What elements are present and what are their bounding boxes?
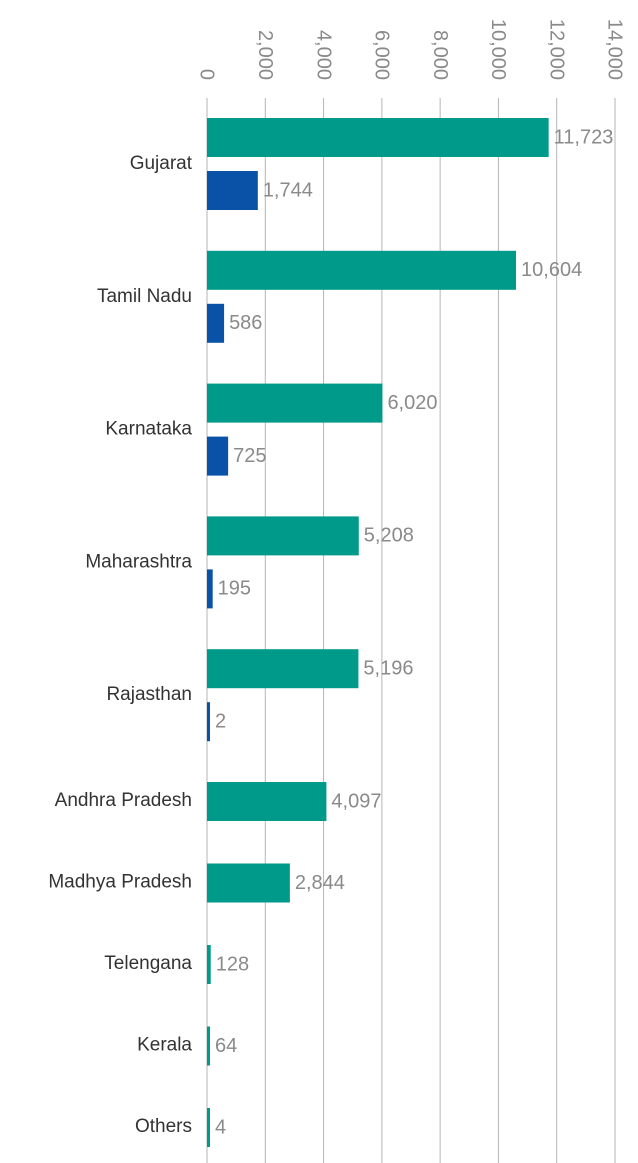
bar (207, 516, 359, 556)
bar (207, 171, 258, 210)
value-label: 586 (229, 312, 262, 334)
value-label: 4 (215, 1116, 226, 1138)
category-label: Madhya Pradesh (48, 872, 192, 893)
bar (207, 863, 290, 903)
x-tick-label: 4,000 (312, 30, 334, 80)
x-tick-label: 0 (196, 69, 218, 80)
category-label: Karnataka (105, 419, 192, 440)
value-label: 2,844 (295, 872, 345, 894)
x-tick-label: 10,000 (487, 19, 509, 80)
bar (207, 702, 210, 742)
category-label: Kerala (137, 1035, 192, 1056)
bar (207, 945, 211, 984)
value-label: 195 (218, 578, 251, 600)
category-label: Tamil Nadu (97, 286, 192, 307)
value-label: 4,097 (331, 790, 381, 812)
value-label: 128 (216, 953, 249, 975)
value-label: 11,723 (554, 126, 614, 148)
category-label: Gujarat (130, 153, 193, 174)
bar (207, 649, 359, 689)
bar (207, 1026, 210, 1066)
value-label: 64 (215, 1035, 237, 1057)
bar (207, 118, 549, 157)
value-label: 5,208 (364, 525, 414, 547)
bar (207, 782, 327, 821)
value-label: 2 (215, 710, 226, 732)
x-tick-label: 8,000 (429, 30, 451, 80)
x-tick-label: 6,000 (371, 30, 393, 80)
bar (207, 303, 225, 343)
bar (207, 383, 383, 423)
category-label: Telengana (104, 953, 192, 974)
value-label: 725 (233, 445, 266, 467)
x-tick-label: 12,000 (545, 19, 567, 80)
category-label: Maharashtra (85, 551, 192, 572)
category-label: Others (135, 1116, 192, 1137)
value-label: 6,020 (387, 392, 437, 414)
value-label: 1,744 (263, 179, 313, 201)
value-label: 10,604 (521, 259, 582, 281)
bar (207, 250, 517, 290)
category-label: Rajasthan (106, 684, 192, 705)
x-tick-label: 14,000 (604, 19, 626, 80)
value-label: 5,196 (363, 657, 413, 679)
bar (207, 569, 213, 609)
bar (207, 436, 229, 476)
category-label: Andhra Pradesh (55, 790, 192, 811)
bar (207, 1108, 210, 1147)
x-tick-label: 2,000 (254, 30, 276, 80)
